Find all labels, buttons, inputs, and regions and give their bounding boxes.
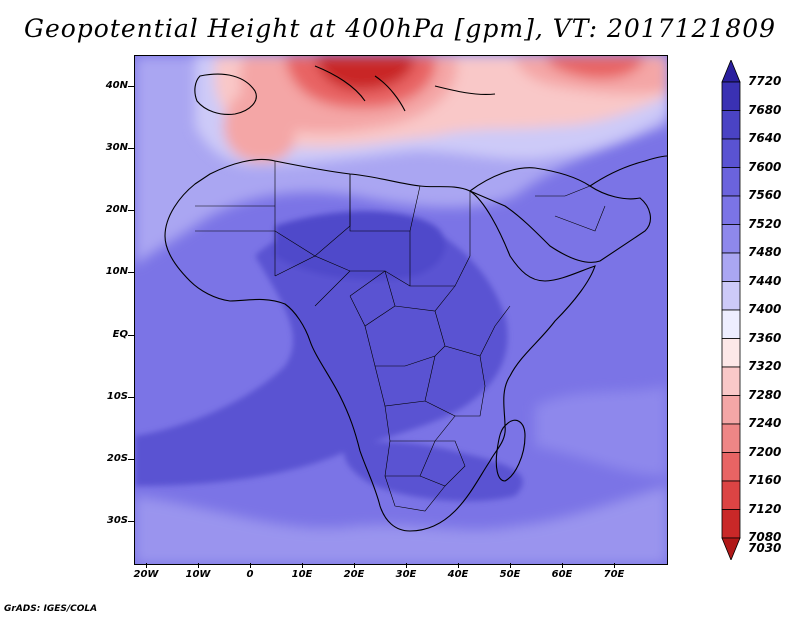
persia-coastline [589, 155, 667, 187]
y-tick-mark [128, 335, 134, 336]
colorbar-label: 7520 [748, 216, 782, 231]
x-tick-mark [614, 563, 615, 568]
x-tick-mark [302, 563, 303, 568]
colorbar-bin [721, 309, 741, 339]
y-tick-mark [128, 148, 134, 149]
colorbar-bin [721, 366, 741, 396]
y-tick-mark [128, 521, 134, 522]
colorbar-bin [721, 224, 741, 254]
x-tick-label: 50E [499, 569, 521, 580]
y-tick-label: EQ [112, 329, 128, 340]
y-tick-label: 40N [105, 80, 128, 91]
colorbar-label: 7200 [748, 444, 782, 459]
x-tick-label: 20E [343, 569, 365, 580]
colorbar-bin [721, 281, 741, 311]
colorbar-bin [721, 480, 741, 510]
x-tick-mark [250, 563, 251, 568]
colorbar-bin [721, 509, 741, 539]
y-tick-label: 20N [105, 204, 128, 215]
x-tick-mark [354, 563, 355, 568]
x-tick-mark [146, 563, 147, 568]
y-tick-mark [128, 210, 134, 211]
x-tick-label: 40E [447, 569, 469, 580]
x-tick-mark [458, 563, 459, 568]
x-tick-mark [406, 563, 407, 568]
x-tick-mark [562, 563, 563, 568]
colorbar-graphic [721, 60, 741, 560]
colorbar-label: 7080 [748, 530, 782, 544]
y-tick-label: 30S [106, 515, 128, 526]
y-tick-label: 20S [106, 453, 128, 464]
colorbar-label: 7480 [748, 245, 782, 259]
y-tick-mark [128, 272, 134, 273]
map-canvas [135, 56, 667, 564]
colorbar-label: 7400 [748, 302, 782, 316]
colorbar-label: 7120 [748, 501, 782, 516]
colorbar-bin [721, 338, 741, 368]
arabia-coastline [468, 167, 651, 263]
madagascar-coastline [495, 419, 526, 482]
mediterranean-coastline [314, 65, 496, 112]
y-tick-label: 10N [105, 266, 128, 277]
colorbar-label: 7280 [748, 387, 782, 402]
x-tick-label: 0 [246, 569, 254, 580]
colorbar-label: 7680 [748, 102, 782, 117]
colorbar-label: 7160 [748, 473, 782, 487]
x-tick-mark [510, 563, 511, 568]
x-tick-label: 20W [133, 569, 159, 580]
africa-coastline [164, 158, 596, 532]
y-tick-mark [128, 397, 134, 398]
coastlines [164, 65, 667, 532]
y-tick-mark [128, 459, 134, 460]
colorbar-bottom-arrow [721, 537, 741, 560]
colorbar-bin [721, 195, 741, 225]
colorbar-bin [721, 423, 741, 453]
x-tick-label: 10E [291, 569, 313, 580]
colorbar-bin [721, 138, 741, 168]
colorbar-label: 7560 [748, 188, 782, 202]
country-borders [195, 161, 606, 512]
colorbar-bin [721, 252, 741, 282]
map-plot-area [134, 55, 668, 565]
y-tick-label: 10S [106, 391, 128, 402]
x-tick-label: 60E [551, 569, 573, 580]
colorbar-label: 7600 [748, 159, 782, 174]
colorbar-label: 7640 [748, 131, 782, 145]
x-tick-label: 70E [603, 569, 625, 580]
x-tick-mark [198, 563, 199, 568]
y-tick-label: 30N [105, 142, 128, 153]
y-tick-mark [128, 86, 134, 87]
x-tick-label: 30E [395, 569, 417, 580]
x-tick-label: 10W [185, 569, 211, 580]
iberia-coastline [194, 73, 257, 115]
colorbar-bin [721, 167, 741, 197]
colorbar-label: 7440 [748, 273, 782, 288]
colorbar-bin [721, 452, 741, 482]
colorbar-top-arrow [721, 60, 741, 83]
colorbar-bin [721, 395, 741, 425]
colorbar-label: 7320 [748, 359, 782, 373]
colorbar-bin [721, 110, 741, 140]
chart-title: Geopotential Height at 400hPa [gpm], VT:… [23, 14, 777, 43]
colorbar-label: 7030 [748, 541, 782, 555]
colorbar-bin [721, 81, 741, 111]
colorbar-label: 7240 [748, 416, 782, 430]
colorbar-label: 7360 [748, 330, 782, 345]
colorbar-label: 7720 [748, 74, 782, 88]
credit-text: GrADS: IGES/COLA [4, 604, 98, 614]
